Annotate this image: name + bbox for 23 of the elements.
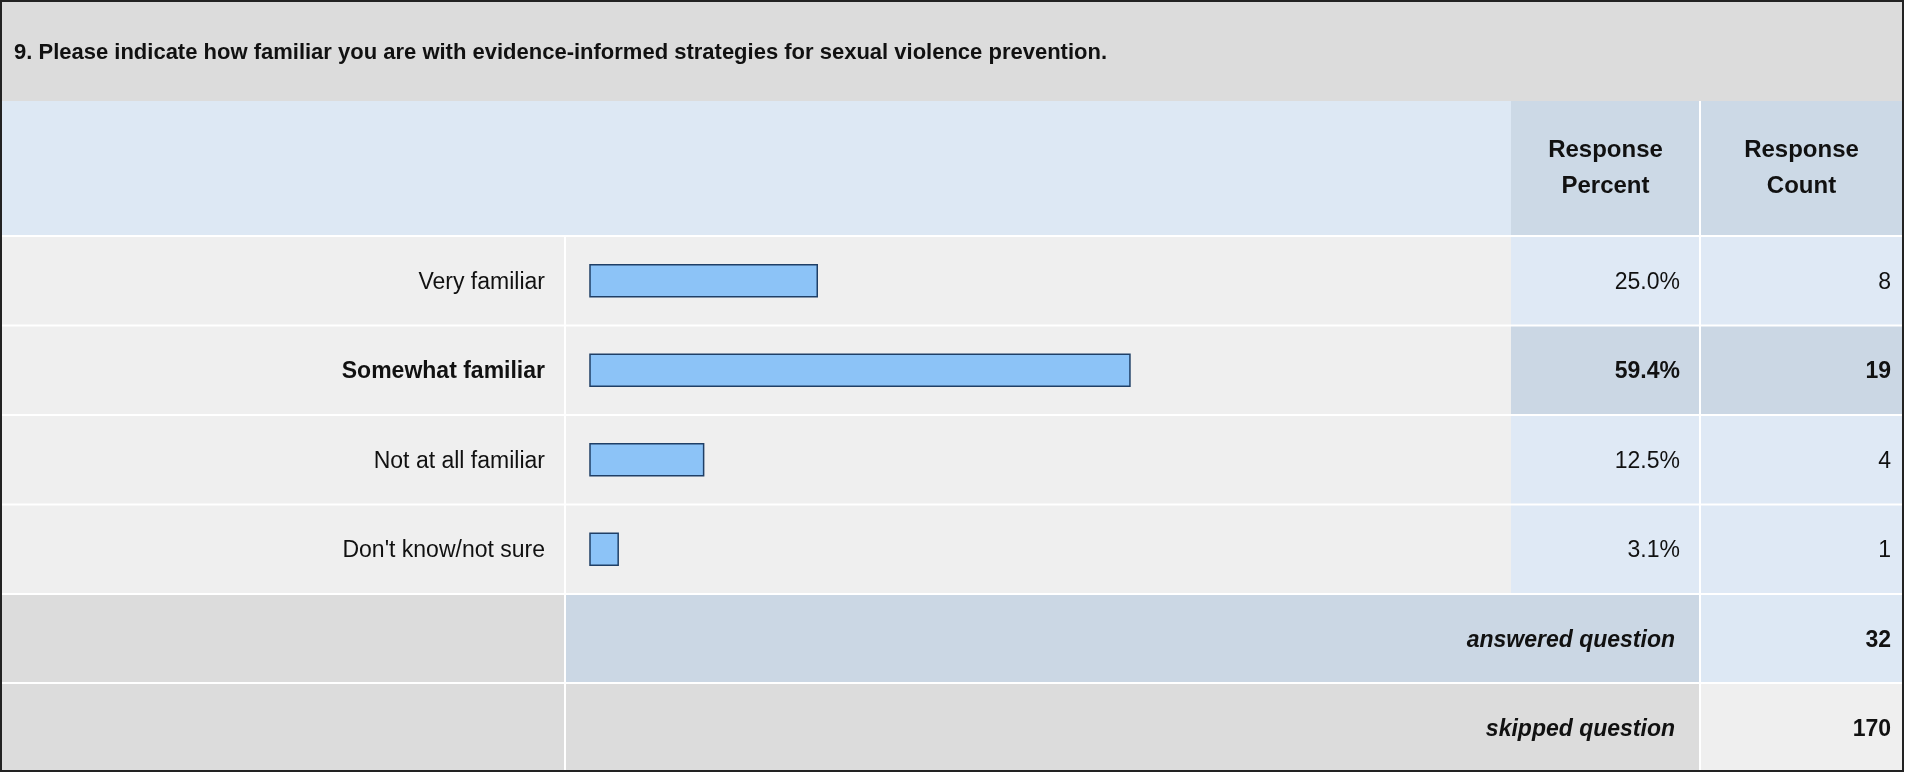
data-label: 12.5% [1614, 446, 1680, 473]
y-tick-label: Not at all familiar [373, 446, 546, 473]
text: Response Count [1744, 135, 1859, 198]
y-tick-label: Don't know/not sure [342, 536, 545, 563]
data-label: 3.1% [1627, 536, 1680, 563]
text: 1 [1878, 536, 1891, 563]
text: 170 [1852, 714, 1891, 741]
y-tick-label: Somewhat familiar [341, 357, 546, 384]
data-label: 25.0% [1614, 267, 1680, 294]
bar [589, 353, 1131, 387]
bar [589, 264, 818, 298]
text: 19 [1865, 357, 1891, 384]
text: 8 [1878, 267, 1891, 294]
text: answered question [1466, 625, 1675, 652]
text: 32 [1865, 625, 1891, 652]
chart-title: 9. Please indicate how familiar you are with evidence-informed strategies for sexual violence prevention. [14, 38, 1108, 64]
text: skipped question [1485, 714, 1675, 741]
text: 4 [1878, 446, 1892, 473]
bar [589, 443, 705, 477]
bar [589, 532, 619, 566]
y-tick-label: Very familiar [418, 267, 546, 294]
text: Response Percent [1548, 135, 1663, 198]
data-label: 59.4% [1614, 357, 1680, 384]
